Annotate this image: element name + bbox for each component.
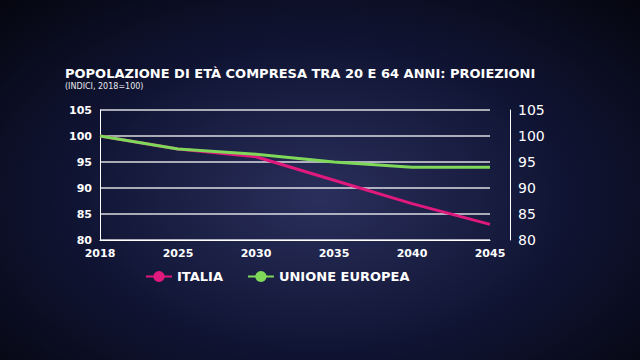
svg-text:2030: 2030 bbox=[241, 247, 272, 260]
svg-text:2040: 2040 bbox=[397, 247, 428, 260]
svg-text:2035: 2035 bbox=[319, 247, 350, 260]
svg-text:105: 105 bbox=[518, 102, 545, 118]
svg-text:ITALIA: ITALIA bbox=[177, 269, 223, 284]
svg-text:85: 85 bbox=[77, 208, 92, 221]
svg-text:UNIONE EUROPEA: UNIONE EUROPEA bbox=[279, 269, 410, 284]
svg-text:2025: 2025 bbox=[163, 247, 194, 260]
svg-text:100: 100 bbox=[518, 128, 545, 144]
svg-text:95: 95 bbox=[518, 154, 536, 170]
svg-text:105: 105 bbox=[69, 104, 92, 117]
svg-text:95: 95 bbox=[77, 156, 92, 169]
svg-text:85: 85 bbox=[518, 206, 536, 222]
svg-text:2045: 2045 bbox=[475, 247, 506, 260]
svg-text:90: 90 bbox=[518, 180, 536, 196]
svg-text:80: 80 bbox=[518, 232, 536, 248]
svg-text:100: 100 bbox=[69, 130, 92, 143]
svg-text:POPOLAZIONE DI ETÀ COMPRESA TR: POPOLAZIONE DI ETÀ COMPRESA TRA 20 E 64 … bbox=[65, 66, 535, 81]
svg-text:90: 90 bbox=[77, 182, 93, 195]
svg-text:(INDICI, 2018=100): (INDICI, 2018=100) bbox=[65, 82, 143, 91]
svg-text:2018: 2018 bbox=[85, 247, 116, 260]
svg-text:80: 80 bbox=[77, 234, 93, 247]
